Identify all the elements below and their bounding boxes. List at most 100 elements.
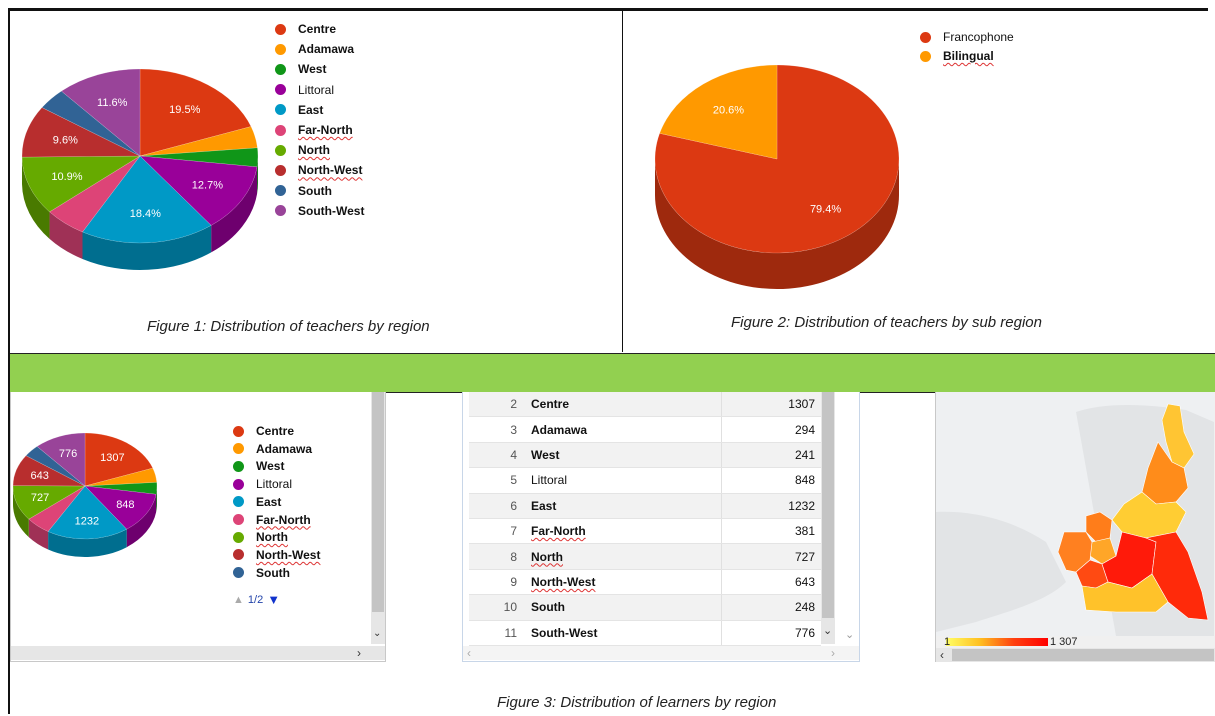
table-scroll-down-arrow-icon[interactable]: ⌄ (823, 625, 833, 637)
row-value: 727 (721, 543, 821, 570)
outer-scroll-down-arrow-icon[interactable]: ⌄ (845, 629, 855, 641)
map-scroll-left-arrow-icon[interactable]: ‹ (940, 648, 944, 662)
scrollbar-thumb[interactable] (372, 392, 384, 612)
pie-slice-south[interactable] (25, 446, 86, 487)
table-row[interactable]: 3 Adamawa 294 (469, 416, 821, 443)
legend-item-east[interactable]: East (233, 495, 281, 509)
pie-slice-centre[interactable] (84, 432, 154, 487)
legend-item-centre[interactable]: Centre (233, 424, 294, 438)
legend-swatch-icon (275, 84, 286, 96)
pie-slice-far-north[interactable] (28, 485, 86, 532)
pie-side-far-north (49, 211, 83, 259)
legend-swatch-icon (275, 104, 286, 116)
pie-slice-littoral[interactable] (84, 485, 157, 530)
pie-slice-littoral[interactable] (139, 155, 258, 226)
row-region: South (523, 594, 722, 621)
legend-item-south[interactable]: South (233, 566, 290, 580)
pie-slice-bilingual[interactable] (659, 64, 778, 160)
legend-item-west[interactable]: West (275, 62, 326, 76)
pie-slice-francophone[interactable] (654, 64, 900, 254)
legend-item-far-north[interactable]: Far-North (233, 513, 311, 527)
pie-data-label-centre: 1307 (100, 452, 124, 464)
pie-slice-adamawa[interactable] (139, 126, 258, 157)
vertical-scrollbar[interactable]: ⌄ (371, 392, 385, 644)
triangle-down-icon[interactable]: ▼ (267, 592, 281, 607)
pie-slice-south-west[interactable] (60, 68, 141, 157)
table-horizontal-scrollbar[interactable]: ‹ › (463, 646, 859, 660)
legend-item-north[interactable]: North (275, 143, 330, 157)
pie-side-north (13, 486, 29, 538)
pie-slice-north-west[interactable] (12, 455, 86, 487)
legend-swatch-icon (233, 567, 244, 579)
table-scroll-left-arrow-icon[interactable]: ‹ (467, 646, 471, 660)
table-row[interactable]: 8 North 727 (469, 543, 821, 570)
row-region: East (523, 493, 722, 519)
pie-slice-west[interactable] (139, 147, 259, 168)
pie-side-east (82, 225, 212, 270)
legend-item-adamawa[interactable]: Adamawa (275, 42, 354, 56)
pie-side-littoral (211, 166, 258, 253)
legend-item-south[interactable]: South (275, 184, 332, 198)
row-region: Centre (523, 392, 722, 418)
pie-slice-north[interactable] (12, 485, 86, 520)
pie-data-label-south-west: 776 (59, 448, 77, 460)
pie-slice-south-west[interactable] (36, 432, 86, 487)
table-scrollbar-thumb[interactable] (822, 392, 834, 618)
triangle-up-icon[interactable]: ▲ (233, 593, 244, 606)
pie-slice-east[interactable] (47, 485, 128, 540)
pie-slice-far-north[interactable] (49, 155, 141, 233)
table-scroll-right-arrow-icon[interactable]: › (831, 646, 835, 660)
pie-data-label-littoral: 12.7% (192, 180, 223, 192)
table-row[interactable]: 10 South 248 (469, 594, 821, 621)
pie-slice-north-west[interactable] (21, 107, 141, 158)
legend-swatch-icon (275, 43, 286, 55)
table-row[interactable]: 2 Centre 1307 (469, 392, 821, 418)
pie-slice-north[interactable] (21, 155, 141, 213)
pie-slice-adamawa[interactable] (84, 467, 158, 487)
legend-item-littoral[interactable]: Littoral (275, 83, 334, 97)
legend-swatch-icon (275, 124, 286, 136)
table-row[interactable]: 9 North-West 643 (469, 569, 821, 596)
legend-item-francophone[interactable]: Francophone (920, 30, 1014, 44)
legend-label: East (256, 494, 282, 509)
legend-item-north-west[interactable]: North-West (275, 163, 362, 177)
scroll-right-arrow-icon[interactable]: › (357, 646, 361, 660)
map-horizontal-scrollbar[interactable]: ‹ (936, 648, 1215, 662)
scroll-down-arrow-icon[interactable]: ⌄ (373, 628, 382, 639)
table-row[interactable]: 7 Far-North 381 (469, 518, 821, 545)
pie-slice-east[interactable] (82, 155, 212, 244)
legend-item-adamawa[interactable]: Adamawa (233, 442, 312, 456)
pie-side-west (257, 156, 258, 194)
legend-swatch-icon (275, 23, 286, 35)
legend-item-centre[interactable]: Centre (275, 22, 336, 36)
legend-item-north-west[interactable]: North-West (233, 548, 320, 562)
horizontal-scrollbar[interactable]: › (11, 646, 385, 660)
pie-slice-south[interactable] (41, 90, 141, 157)
legend-item-north[interactable]: North (233, 530, 288, 544)
legend-label: Littoral (298, 82, 335, 97)
legend-label: South-West (298, 203, 365, 218)
legend-item-bilingual[interactable]: Bilingual (920, 49, 994, 63)
map-scrollbar-thumb[interactable] (952, 649, 1214, 661)
legend-label: North-West (298, 163, 363, 178)
table-row[interactable]: 5 Littoral 848 (469, 467, 821, 494)
pie-slice-west[interactable] (84, 482, 158, 495)
pie-side-francophone (655, 159, 899, 289)
legend-item-east[interactable]: East (275, 103, 323, 117)
legend-swatch-icon (275, 164, 286, 176)
legend-label: East (298, 102, 324, 117)
legend-swatch-icon (233, 478, 244, 490)
legend-item-far-north[interactable]: Far-North (275, 123, 353, 137)
legend-label: Centre (298, 22, 337, 36)
legend-label: Francophone (943, 30, 1014, 44)
table-row[interactable]: 4 West 241 (469, 442, 821, 469)
legend-label: North (298, 143, 330, 158)
table-vertical-scrollbar[interactable]: ⌄ (821, 392, 835, 644)
legend-item-littoral[interactable]: Littoral (233, 477, 292, 491)
legend-item-west[interactable]: West (233, 459, 284, 473)
pie-slice-centre[interactable] (139, 68, 252, 157)
table-row[interactable]: 6 East 1232 (469, 493, 821, 519)
table-row[interactable]: 11 South-West 776 (469, 620, 821, 646)
legend-item-south-west[interactable]: South-West (275, 204, 364, 218)
row-value: 776 (721, 620, 821, 646)
